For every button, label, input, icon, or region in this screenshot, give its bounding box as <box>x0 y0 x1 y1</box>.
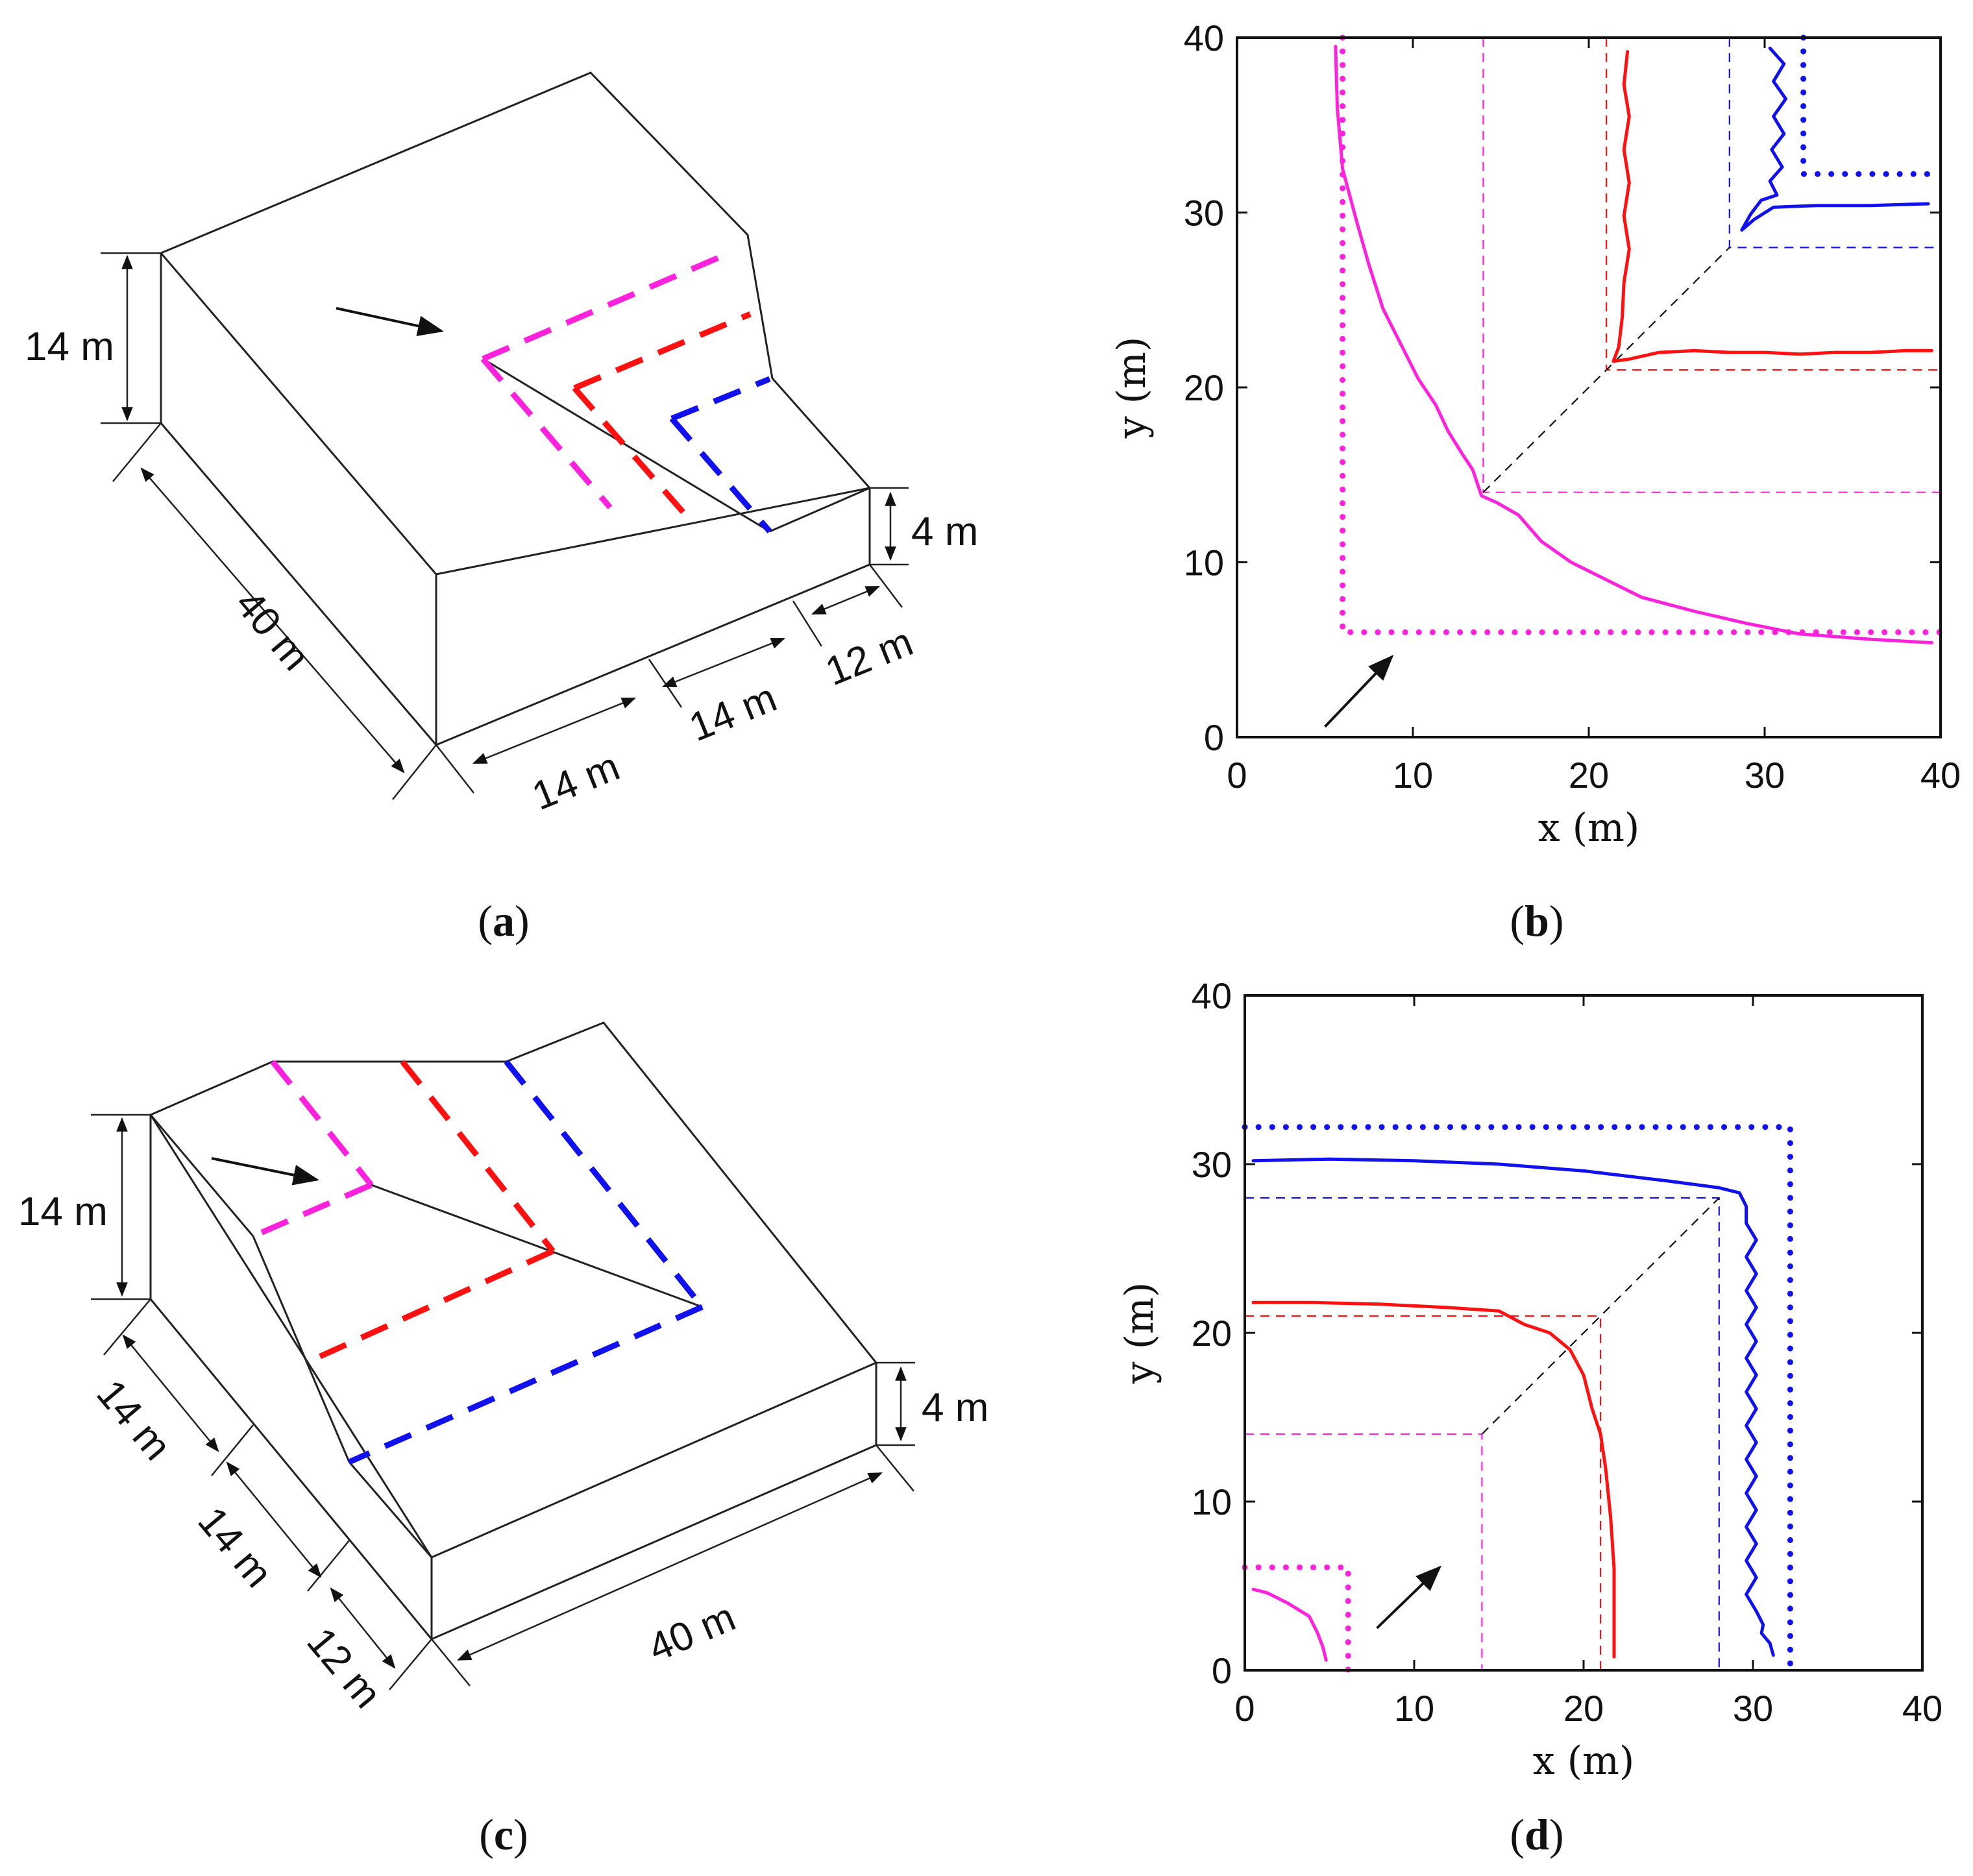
magenta-line-lower <box>252 1182 373 1239</box>
red-line-side <box>572 386 692 521</box>
y-tick-label: 10 <box>1184 542 1224 583</box>
y-tick-label: 0 <box>1212 1650 1232 1691</box>
x-axis-label: x (m) <box>1533 1738 1635 1784</box>
dim-label-step-4m: 4 m <box>922 1385 988 1430</box>
series-magenta-boundary-d <box>1242 1564 1351 1674</box>
panel-c-dimension-lines <box>91 1114 915 1690</box>
panel-c: 14 m 14 m 14 m 12 m 4 m 40 m (c) <box>18 1021 988 1859</box>
caption-c: (c) <box>479 1810 528 1859</box>
dim-label-seg2-14m: 14 m <box>683 676 783 751</box>
x-tick-label: 20 <box>1569 755 1609 796</box>
chart-d: 0 10 20 30 40 0 10 20 30 40 x (m) y (m) (d) <box>1117 975 1942 1859</box>
magenta-line-top <box>482 249 733 362</box>
y-tick-label: 30 <box>1184 193 1224 234</box>
series-diagonal-b <box>1482 247 1730 493</box>
series-blue-boundary-d <box>1242 1124 1793 1674</box>
y-tick-label: 0 <box>1204 717 1224 758</box>
x-tick-label: 40 <box>1902 1688 1942 1729</box>
x-tick-label: 30 <box>1745 755 1785 796</box>
blue-line-side <box>669 417 772 533</box>
panel-a: 14 m 40 m 4 m 14 m 14 m 12 m (a) <box>25 71 978 945</box>
x-tick-label: 0 <box>1234 1688 1255 1729</box>
x-axis-label: x (m) <box>1538 805 1640 851</box>
y-tick-label: 40 <box>1184 18 1224 58</box>
dim-label-seg3-12m: 12 m <box>820 620 920 695</box>
y-tick-label: 20 <box>1192 1313 1232 1354</box>
dim-label-height-14m: 14 m <box>18 1189 108 1234</box>
caption-a: (a) <box>478 896 529 945</box>
chart-b: 0 10 20 30 40 0 10 20 30 40 x (m) y (m) (b) <box>1109 18 1961 945</box>
red-line-upper <box>400 1060 556 1253</box>
blue-line-upper <box>504 1060 705 1309</box>
series-red-trajectory-d <box>1251 1300 1616 1659</box>
red-line-lower <box>308 1248 554 1365</box>
series-magenta-corner-d <box>1245 1433 1483 1670</box>
flow-arrow-icon <box>1324 655 1394 728</box>
y-axis-label: y (m) <box>1117 1282 1162 1385</box>
dim-label-seg3-12m: 12 m <box>298 1620 389 1717</box>
y-axis-label: y (m) <box>1109 337 1155 439</box>
blue-line-top <box>670 376 771 422</box>
panel-a-dimension-lines <box>101 252 909 800</box>
dim-label-length-40m: 40 m <box>642 1594 742 1670</box>
series-blue-trajectory-b <box>1740 46 1930 232</box>
dim-label-height-14m: 14 m <box>25 324 114 369</box>
caption-d: (d) <box>1510 1810 1563 1859</box>
series-magenta-trajectory-b <box>1334 45 1933 644</box>
dim-label-seg1-14m: 14 m <box>88 1372 179 1469</box>
y-tick-label: 10 <box>1192 1481 1232 1522</box>
red-line-top <box>573 311 752 391</box>
blue-line-lower <box>348 1304 704 1465</box>
panel-a-dashed-lines <box>480 249 772 533</box>
series-red-trajectory-b <box>1611 50 1933 363</box>
y-tick-label: 30 <box>1192 1144 1232 1185</box>
series-red-corner-d <box>1245 1315 1602 1670</box>
dim-label-seg1-14m: 14 m <box>526 744 626 820</box>
panel-c-dashed-lines <box>252 1060 705 1465</box>
x-tick-label: 30 <box>1733 1688 1773 1729</box>
series-diagonal-d <box>1481 1197 1720 1435</box>
magenta-line-upper <box>270 1060 374 1187</box>
y-tick-label: 40 <box>1192 975 1232 1016</box>
x-tick-label: 0 <box>1227 755 1247 796</box>
dim-label-step-4m: 4 m <box>911 509 978 554</box>
dim-label-depth-40m: 40 m <box>227 582 318 679</box>
x-tick-label: 10 <box>1393 755 1433 796</box>
x-tick-label: 20 <box>1563 1688 1604 1729</box>
series-blue-trajectory-d <box>1251 1157 1775 1657</box>
flow-arrow-icon <box>1376 1565 1442 1629</box>
dim-label-seg2-14m: 14 m <box>189 1499 280 1596</box>
magenta-line-side <box>480 357 613 509</box>
x-tick-label: 40 <box>1920 755 1961 796</box>
caption-b: (b) <box>1510 896 1563 945</box>
flow-arrow-icon <box>211 1157 319 1186</box>
y-tick-label: 20 <box>1184 367 1224 408</box>
x-tick-label: 10 <box>1394 1688 1434 1729</box>
flow-arrow-icon <box>336 307 444 337</box>
series-blue-boundary-b <box>1800 34 1944 177</box>
series-magenta-trajectory-d <box>1251 1587 1328 1662</box>
